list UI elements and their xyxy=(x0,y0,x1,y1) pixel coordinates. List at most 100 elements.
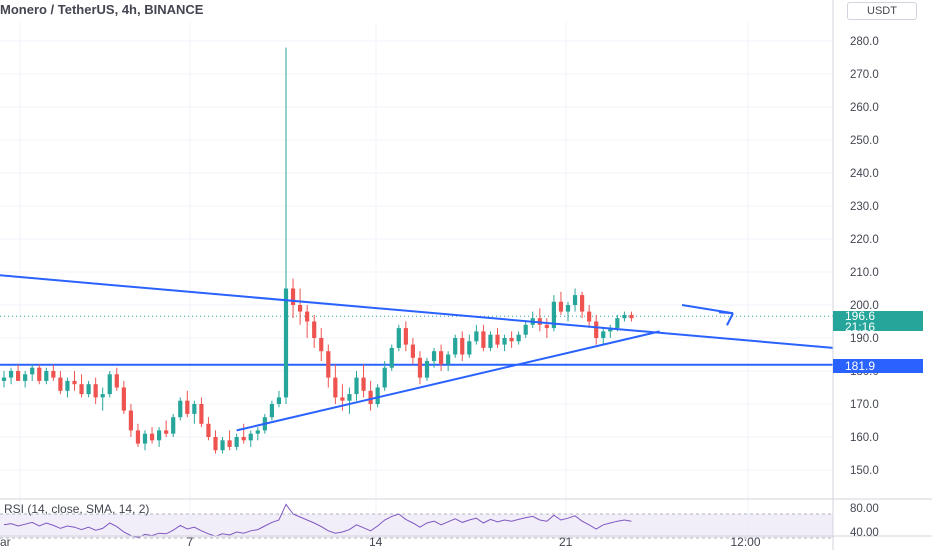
candle-body xyxy=(23,374,28,381)
y-tick-label: 250.0 xyxy=(850,135,879,147)
candle-body xyxy=(488,334,493,348)
candle-body xyxy=(516,334,521,342)
candle-body xyxy=(354,377,359,395)
candle-body xyxy=(389,347,394,368)
y-tick-label: 230.0 xyxy=(850,201,879,213)
candle-body xyxy=(347,394,352,401)
candle-body xyxy=(460,338,465,355)
candle-body xyxy=(121,387,126,411)
candle-body xyxy=(446,354,451,365)
candle-body xyxy=(255,430,260,434)
candle-body xyxy=(615,318,620,329)
y-tick-label: 220.0 xyxy=(850,234,879,246)
candle-body xyxy=(220,440,225,451)
rsi-tick-label: 40.00 xyxy=(850,527,879,539)
candle-body xyxy=(290,288,296,305)
candle-body xyxy=(30,367,35,375)
bar-countdown: 21:16 xyxy=(845,320,876,334)
candle-body xyxy=(79,384,84,395)
candle-body xyxy=(100,394,105,398)
candle-body xyxy=(269,404,274,418)
rsi-pane: RSI (14, close, SMA, 14, 2) xyxy=(0,502,833,539)
candle-body xyxy=(107,374,112,395)
candle-body xyxy=(326,351,331,378)
trendline-layer xyxy=(0,274,834,432)
candle-body xyxy=(319,338,324,352)
candle-body xyxy=(58,377,63,391)
x-tick-label: 21 xyxy=(559,535,573,549)
candle-body xyxy=(565,305,571,312)
rsi-band xyxy=(0,514,833,538)
candle-body xyxy=(199,404,204,424)
candle-body xyxy=(333,377,338,398)
candle-body xyxy=(622,314,627,319)
horizontal-level-layer xyxy=(0,315,833,366)
candle-body xyxy=(8,371,14,378)
x-tick-label: ar xyxy=(0,535,11,549)
candle-body xyxy=(51,371,56,378)
candle-body xyxy=(424,361,430,378)
candle-body xyxy=(481,331,486,348)
candle-body xyxy=(164,430,169,434)
candle-body xyxy=(142,433,148,444)
candle-body xyxy=(44,371,49,381)
ascending-trendline xyxy=(236,330,660,432)
y-tick-label: 160.0 xyxy=(850,432,879,444)
candle-body xyxy=(396,328,401,348)
candle-body xyxy=(594,321,599,338)
candle-body xyxy=(149,433,155,441)
candle-body xyxy=(37,367,42,381)
candle-body xyxy=(16,371,21,381)
candle-body xyxy=(502,338,507,345)
y-tick-label: 170.0 xyxy=(850,399,879,411)
candle-body xyxy=(305,311,310,322)
candle-body xyxy=(453,338,458,355)
candle-body xyxy=(551,301,556,329)
last-price-tag: 196.6 21:16 xyxy=(833,309,923,334)
rsi-tick-label: 80.00 xyxy=(850,503,879,515)
candle-body xyxy=(509,338,514,342)
candle-body xyxy=(171,417,176,434)
candle-body xyxy=(431,351,437,362)
candle-body xyxy=(93,384,98,398)
candle-body xyxy=(608,328,613,332)
level-price-value: 181.9 xyxy=(845,359,876,373)
candle-body xyxy=(629,314,634,319)
candle-body xyxy=(157,430,162,441)
candle-body xyxy=(410,344,415,358)
candle-body xyxy=(213,437,218,451)
x-tick-label: 12:00 xyxy=(731,535,761,549)
last-price-value: 196.6 xyxy=(845,309,876,323)
arrow-head-top xyxy=(718,311,734,315)
candle-body xyxy=(544,324,549,329)
candle-body xyxy=(403,328,408,345)
candle-body xyxy=(72,380,77,385)
x-tick-label: 14 xyxy=(369,535,383,549)
candle-body xyxy=(241,437,246,441)
candle-body xyxy=(135,430,141,444)
candle-body xyxy=(276,397,282,404)
candle-body xyxy=(283,288,289,398)
chart-title: Monero / TetherUS, 4h, BINANCE xyxy=(0,2,204,17)
y-tick-label: 270.0 xyxy=(850,69,879,81)
candle-body xyxy=(178,400,183,418)
arrow-head-bottom xyxy=(726,312,734,326)
y-tick-label: 200.0 xyxy=(850,300,879,312)
candle-body xyxy=(114,374,119,388)
level-price-tag: 181.9 xyxy=(833,359,923,373)
candle-body xyxy=(192,404,197,414)
candle-body xyxy=(439,351,444,365)
candle-body xyxy=(572,295,578,305)
grid-layer xyxy=(0,22,832,540)
y-tick-label: 260.0 xyxy=(850,102,879,114)
candle-body xyxy=(467,341,472,355)
candle-body xyxy=(65,380,70,391)
rsi-line xyxy=(3,503,632,538)
currency-selector[interactable]: USDT xyxy=(847,2,917,20)
x-tick-label: 7 xyxy=(187,535,194,549)
candle-body xyxy=(601,331,606,338)
candle-body xyxy=(1,377,7,381)
candle-body xyxy=(382,367,387,388)
